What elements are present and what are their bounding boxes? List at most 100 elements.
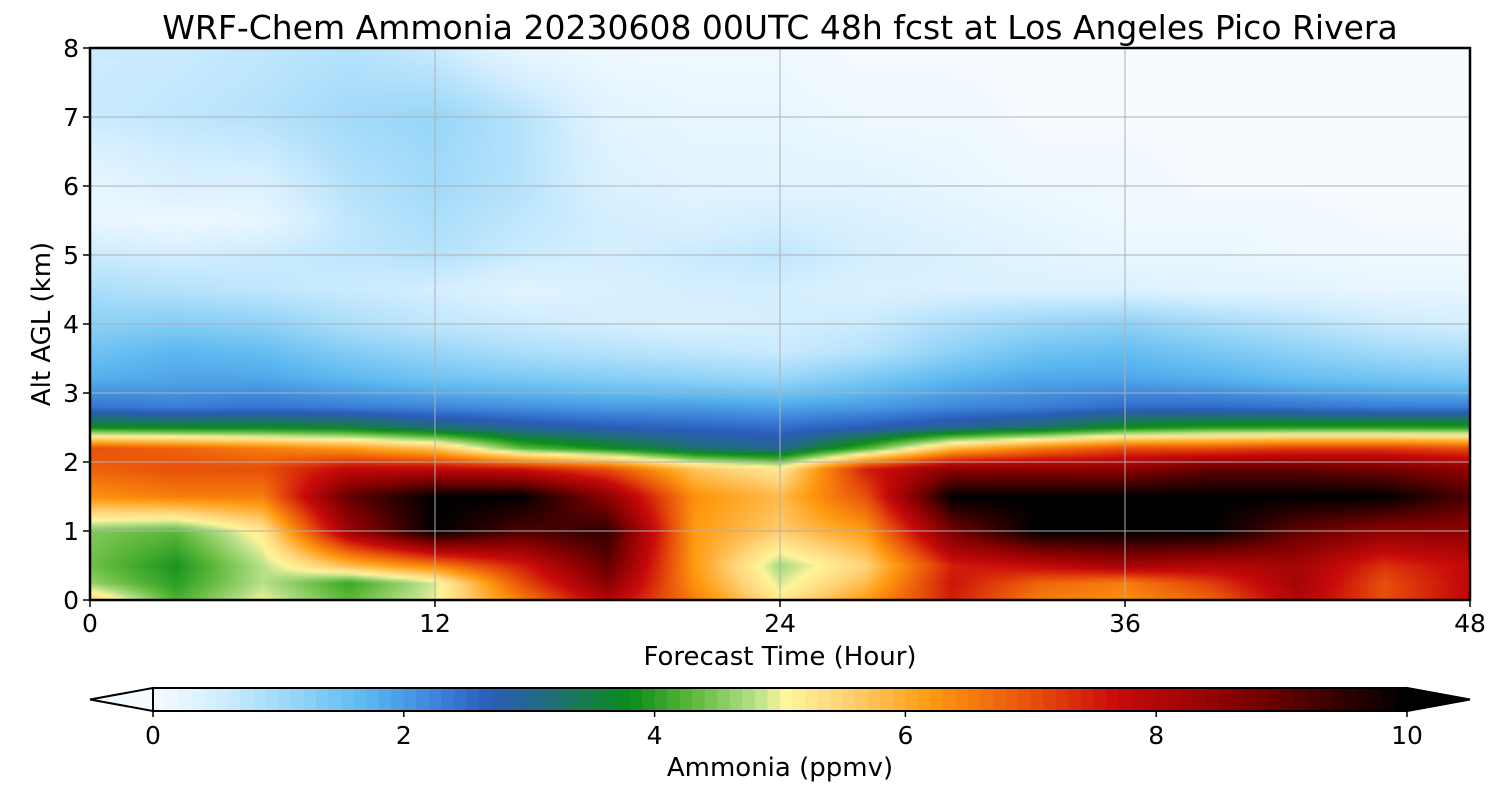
colorbar-band xyxy=(341,688,355,711)
colorbar-band xyxy=(504,688,518,711)
colorbar-band xyxy=(541,688,555,711)
colorbar-band xyxy=(805,688,819,711)
colorbar-over-extension xyxy=(1406,686,1471,713)
colorbar-band xyxy=(1055,688,1070,711)
colorbar-band xyxy=(780,688,794,711)
colorbar-band xyxy=(1243,688,1258,711)
colorbar-tick-label: 2 xyxy=(396,721,412,750)
y-tick-label: 0 xyxy=(63,586,79,615)
colorbar-band xyxy=(579,688,593,711)
colorbar-band xyxy=(692,688,706,711)
colorbar-band xyxy=(754,688,769,711)
colorbar-tick-label: 8 xyxy=(1148,721,1164,750)
colorbar-band xyxy=(1369,688,1383,711)
colorbar-band xyxy=(1131,688,1145,711)
colorbar-band xyxy=(591,688,606,711)
x-axis-label: Forecast Time (Hour) xyxy=(643,642,916,672)
colorbar-band xyxy=(717,688,731,711)
colorbar-band xyxy=(842,688,856,711)
colorbar-band xyxy=(1256,688,1270,711)
colorbar-band xyxy=(930,688,944,711)
y-tick-label: 7 xyxy=(63,103,79,132)
colorbar-band xyxy=(1106,688,1120,711)
colorbar-band xyxy=(479,688,493,711)
colorbar-band xyxy=(1344,688,1358,711)
colorbar-band xyxy=(1030,688,1044,711)
colorbar-band xyxy=(529,688,543,711)
colorbar-band xyxy=(178,688,192,711)
colorbar-band xyxy=(1018,688,1032,711)
colorbar-band xyxy=(679,688,693,711)
colorbar-band xyxy=(1306,688,1320,711)
colorbar-band xyxy=(642,688,656,711)
x-tick-label: 36 xyxy=(1109,609,1141,638)
colorbar-band xyxy=(767,688,781,711)
colorbar-band xyxy=(1231,688,1245,711)
colorbar-band xyxy=(830,688,844,711)
colorbar-band xyxy=(993,688,1007,711)
colorbar-band xyxy=(215,688,229,711)
colorbar-band xyxy=(955,688,969,711)
colorbar-band xyxy=(190,688,204,711)
colorbar-band xyxy=(278,688,292,711)
y-tick-label: 1 xyxy=(63,517,79,546)
colorbar-tick-label: 0 xyxy=(145,721,161,750)
colorbar-band xyxy=(943,688,957,711)
y-tick-label: 8 xyxy=(63,34,79,63)
colorbar-band xyxy=(316,688,330,711)
colorbar-band xyxy=(1294,688,1308,711)
colorbar-band xyxy=(905,688,919,711)
y-tick-label: 6 xyxy=(63,172,79,201)
colorbar-label: Ammonia (ppmv) xyxy=(667,753,893,783)
colorbar-band xyxy=(1218,688,1233,711)
colorbar-band xyxy=(880,688,894,711)
colorbar-band xyxy=(353,688,367,711)
x-tick-label: 12 xyxy=(419,609,451,638)
colorbar-under-extension xyxy=(89,686,154,713)
colorbar-band xyxy=(1381,688,1396,711)
colorbar-band xyxy=(1005,688,1019,711)
colorbar-band xyxy=(616,688,631,711)
colorbar-band xyxy=(253,688,267,711)
colorbar-band xyxy=(867,688,881,711)
x-tick-label: 0 xyxy=(82,609,98,638)
colorbar-band xyxy=(290,688,305,711)
colorbar-band xyxy=(1193,688,1207,711)
colorbar-band xyxy=(328,688,342,711)
colorbar-band xyxy=(667,688,681,711)
colorbar-band xyxy=(153,688,167,711)
colorbar-band xyxy=(1143,688,1157,711)
colorbar-band xyxy=(391,688,405,711)
colorbar-band xyxy=(240,688,254,711)
colorbar-band xyxy=(980,688,994,711)
colorbar-band xyxy=(165,688,179,711)
colorbar-band xyxy=(742,688,756,711)
x-tick-label: 48 xyxy=(1454,609,1486,638)
colorbar-band xyxy=(1356,688,1370,711)
colorbar-band xyxy=(1093,688,1107,711)
y-axis-label: Alt AGL (km) xyxy=(27,242,57,406)
colorbar-band xyxy=(892,688,906,711)
colorbar-band xyxy=(416,688,430,711)
colorbar-band xyxy=(378,688,392,711)
colorbar-band xyxy=(1269,688,1283,711)
colorbar-tick-label: 10 xyxy=(1391,721,1423,750)
colorbar-band xyxy=(654,688,668,711)
colorbar-band xyxy=(428,688,443,711)
y-tick-label: 2 xyxy=(63,448,79,477)
colorbar-band xyxy=(366,688,380,711)
colorbar-band xyxy=(1181,688,1195,711)
colorbar-band xyxy=(1319,688,1333,711)
colorbar-band xyxy=(968,688,982,711)
y-tick-label: 3 xyxy=(63,379,79,408)
colorbar-band xyxy=(491,688,505,711)
colorbar-band xyxy=(1080,688,1095,711)
colorbar: 0 2 4 6 8 10 xyxy=(89,686,1471,750)
colorbar-band xyxy=(855,688,869,711)
colorbar-band xyxy=(629,688,643,711)
colorbar-band xyxy=(604,688,618,711)
colorbar-band xyxy=(1168,688,1182,711)
